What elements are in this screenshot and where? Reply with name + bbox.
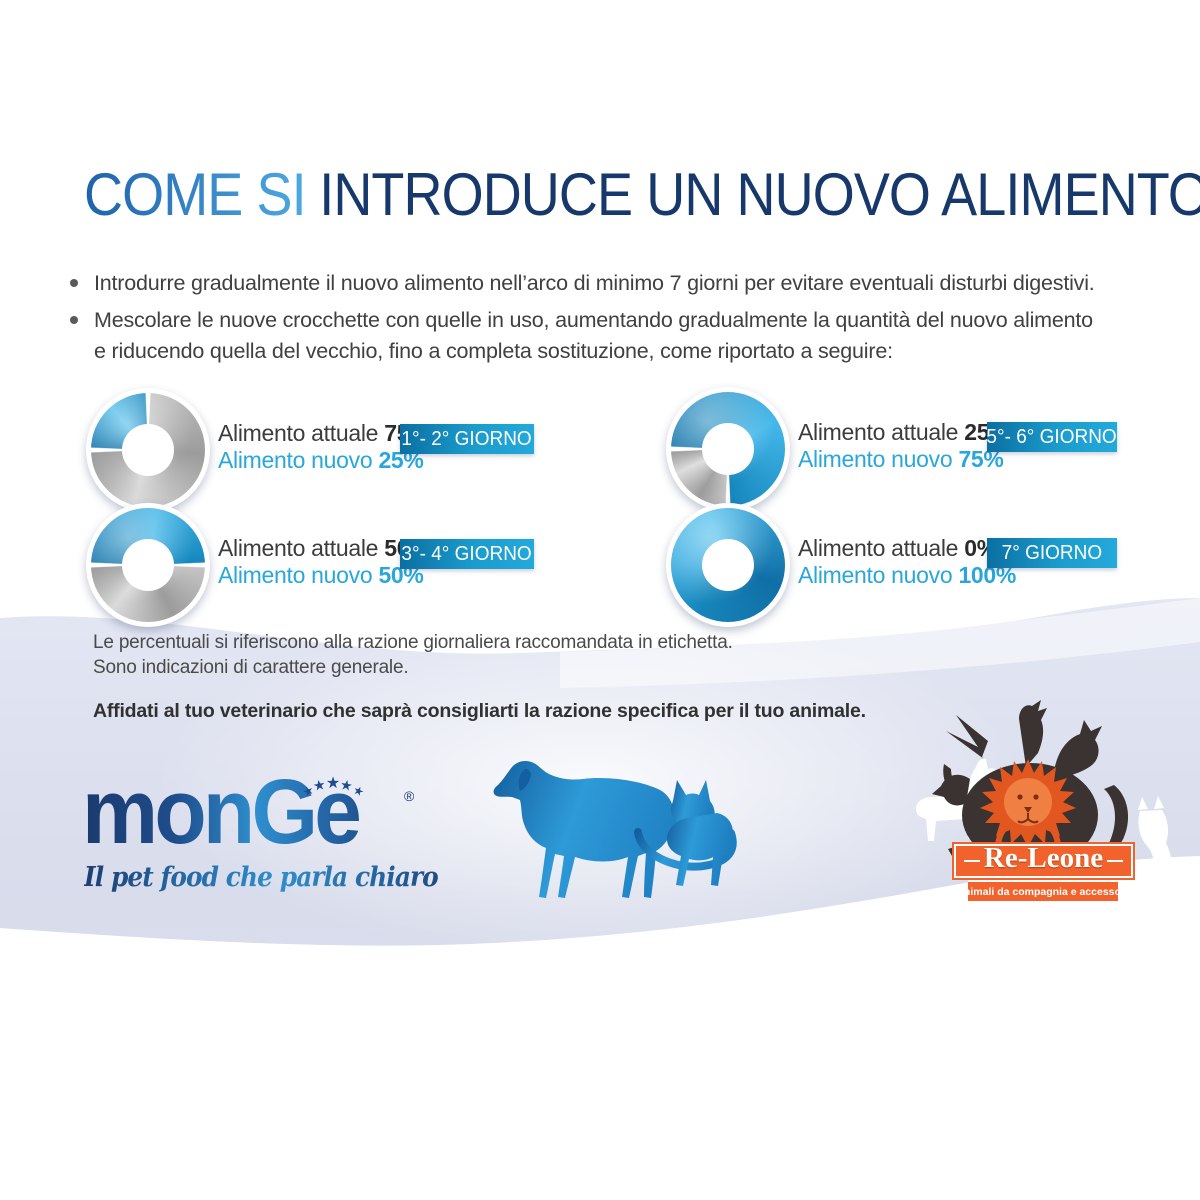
day-badge: 7° GIORNO bbox=[987, 538, 1117, 568]
transition-step-day-7: Alimento attuale 0% Alimento nuovo 100% … bbox=[666, 503, 1126, 633]
donut-chart-day-1-2 bbox=[86, 388, 210, 512]
transition-step-day-5-6: Alimento attuale 25% Alimento nuovo 75% … bbox=[666, 387, 1126, 517]
registered-trademark-icon: ® bbox=[404, 788, 415, 804]
donut-labels: Alimento attuale 50% Alimento nuovo 50% bbox=[218, 535, 430, 589]
current-food-label: Alimento attuale bbox=[798, 535, 959, 561]
re-leone-banner: Re-Leone bbox=[952, 842, 1135, 880]
title-dark-part: INTRODUCE UN NUOVO ALIMENTO bbox=[319, 161, 1200, 228]
footnote-line-1: Le percentuali si riferiscono alla razio… bbox=[93, 632, 733, 653]
donut-hole bbox=[701, 538, 755, 592]
vet-advice-text: Affidati al tuo veterinario che saprà co… bbox=[93, 700, 866, 722]
cat-tail bbox=[634, 828, 737, 871]
current-food-label: Alimento attuale bbox=[218, 535, 379, 561]
donut-ring bbox=[91, 508, 205, 622]
donut-labels: Alimento attuale 25% Alimento nuovo 75% bbox=[798, 419, 1010, 473]
donut-chart-day-3-4 bbox=[86, 503, 210, 627]
bullet-dot bbox=[70, 316, 78, 324]
white-cat-silhouette-icon bbox=[1132, 796, 1173, 883]
new-food-label: Alimento nuovo bbox=[218, 447, 373, 473]
donut-hole bbox=[121, 423, 175, 477]
day-badge: 3°- 4° GIORNO bbox=[400, 539, 534, 569]
bullet-item-2: Mescolare le nuove crocchette con quelle… bbox=[66, 305, 1141, 367]
dog-cat-silhouette-icon bbox=[493, 761, 737, 898]
new-food-label: Alimento nuovo bbox=[798, 446, 953, 472]
bullet-1-text: Introdurre gradualmente il nuovo aliment… bbox=[94, 271, 1095, 295]
donut-hole bbox=[701, 422, 755, 476]
monge-tagline: Il pet food che parla chiaro bbox=[84, 862, 470, 893]
transition-step-day-1-2: Alimento attuale 75% Alimento nuovo 25% … bbox=[86, 388, 546, 518]
day-badge-label: 7° GIORNO bbox=[1001, 541, 1103, 564]
dog-silhouette bbox=[493, 761, 704, 898]
day-badge-label: 1°- 2° GIORNO bbox=[401, 427, 533, 450]
donut-labels: Alimento attuale 0% Alimento nuovo 100% bbox=[798, 535, 1016, 589]
day-badge: 1°- 2° GIORNO bbox=[400, 424, 534, 454]
bullet-2-line-1: Mescolare le nuove crocchette con quelle… bbox=[94, 308, 1093, 332]
transition-step-day-3-4: Alimento attuale 50% Alimento nuovo 50% … bbox=[86, 503, 546, 633]
bullet-item-1: Introdurre gradualmente il nuovo aliment… bbox=[66, 268, 1141, 299]
donut-labels: Alimento attuale 75% Alimento nuovo 25% bbox=[218, 420, 430, 474]
banner-rule bbox=[1107, 860, 1123, 862]
lion-head-icon bbox=[980, 759, 1076, 858]
new-food-label: Alimento nuovo bbox=[798, 562, 953, 588]
re-leone-logo: Re-Leone animali da compagnia e accessor… bbox=[908, 697, 1178, 912]
footnotes: Le percentuali si riferiscono alla razio… bbox=[93, 630, 733, 680]
donut-chart-day-7 bbox=[666, 503, 790, 627]
day-badge-label: 5°- 6° GIORNO bbox=[986, 425, 1118, 448]
bullet-dot bbox=[70, 279, 78, 287]
dog-ear bbox=[518, 768, 531, 791]
re-leone-subtitle: animali da compagnia e accessori bbox=[958, 880, 1128, 903]
intro-bullet-list: Introdurre gradualmente il nuovo aliment… bbox=[66, 268, 1141, 373]
donut-ring bbox=[671, 508, 785, 622]
monge-logo: monGe ★★★★★ ® Il pet food che parla chia… bbox=[82, 766, 442, 906]
current-food-label: Alimento attuale bbox=[218, 420, 379, 446]
bullet-2-line-2: e riducendo quella del vecchio, fino a c… bbox=[94, 339, 893, 363]
re-leone-name: Re-Leone bbox=[983, 841, 1104, 874]
current-food-label: Alimento attuale bbox=[798, 419, 959, 445]
day-badge-label: 3°- 4° GIORNO bbox=[401, 542, 533, 565]
donut-chart-day-5-6 bbox=[666, 387, 790, 511]
title-light-part: COME SI bbox=[84, 161, 307, 228]
cat-body bbox=[667, 813, 733, 886]
banner-rule bbox=[964, 860, 980, 862]
page-title: COME SI INTRODUCE UN NUOVO ALIMENTO bbox=[84, 163, 1200, 226]
new-food-label: Alimento nuovo bbox=[218, 562, 373, 588]
donut-ring bbox=[671, 392, 785, 506]
monge-stars-icon: ★★★★★ bbox=[300, 775, 366, 800]
day-badge: 5°- 6° GIORNO bbox=[987, 422, 1117, 452]
donut-hole bbox=[121, 538, 175, 592]
footnote-line-2: Sono indicazioni di carattere generale. bbox=[93, 657, 409, 678]
donut-ring bbox=[91, 393, 205, 507]
monge-wordmark: monGe bbox=[82, 766, 417, 858]
